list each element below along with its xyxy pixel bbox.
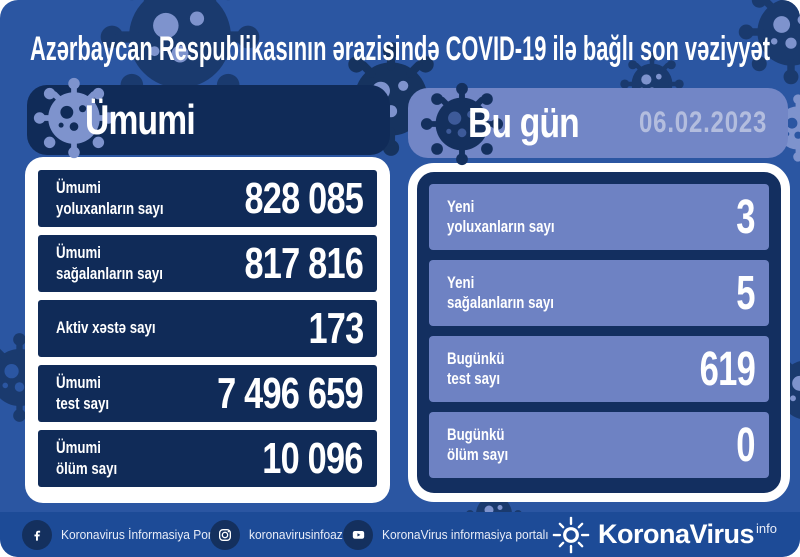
stat-row-new-recovered: Yeni sağalanların sayı 5 bbox=[429, 260, 769, 326]
stat-label: Ümumi test sayı bbox=[56, 373, 109, 413]
stat-value: 817 816 bbox=[244, 238, 363, 288]
stat-row-total-infected: Ümumi yoluxanların sayı 828 085 bbox=[38, 170, 377, 227]
stat-label-line1: Bugünkü bbox=[447, 424, 505, 444]
stat-label-line1: Ümumi bbox=[56, 243, 101, 263]
stat-label: Yeni sağalanların sayı bbox=[447, 273, 554, 313]
stat-label-line1: Yeni bbox=[447, 196, 475, 216]
stat-label: Ümumi ölüm sayı bbox=[56, 438, 117, 478]
right-panel-header: Bu gün 06.02.2023 bbox=[408, 88, 788, 158]
stat-row-total-tests: Ümumi test sayı 7 496 659 bbox=[38, 365, 377, 422]
stat-label-line2: sağalanların sayı bbox=[56, 263, 163, 283]
stat-label-line2: yoluxanların sayı bbox=[447, 217, 555, 236]
stat-label-line2: ölüm sayı bbox=[56, 458, 118, 478]
report-date: 06.02.2023 bbox=[638, 106, 767, 139]
logo-text: KoronaVirus info bbox=[598, 519, 777, 550]
stat-row-active-cases: Aktiv xəstə sayı 173 bbox=[38, 300, 377, 357]
stat-value: 619 bbox=[699, 342, 755, 396]
instagram-link[interactable]: koronavirusinfoaz bbox=[210, 512, 351, 557]
logo-main: KoronaVirus bbox=[598, 519, 755, 549]
stat-label: Yeni yoluxanların sayı bbox=[447, 197, 555, 237]
stat-label-line1: Yeni bbox=[447, 272, 475, 292]
banner: Azərbaycan Respublikasının ərazisində CO… bbox=[30, 30, 770, 68]
youtube-icon bbox=[343, 519, 373, 550]
stat-value: 828 085 bbox=[244, 173, 363, 223]
stat-row-today-tests: Bugünkü test sayı 619 bbox=[429, 336, 769, 402]
stat-row-total-recovered: Ümumi sağalanların sayı 817 816 bbox=[38, 235, 377, 292]
left-panel-title: Ümumi bbox=[85, 96, 196, 143]
stat-label-line2: test sayı bbox=[56, 393, 110, 413]
left-panel-header: Ümumi bbox=[27, 85, 390, 155]
koronavirus-info-logo[interactable]: KoronaVirus info bbox=[552, 512, 777, 557]
banner-title: Azərbaycan Respublikasının ərazisində CO… bbox=[30, 30, 770, 68]
stat-label-line1: Ümumi bbox=[56, 373, 101, 393]
stat-value: 7 496 659 bbox=[217, 368, 363, 418]
instagram-label: koronavirusinfoaz bbox=[249, 527, 343, 542]
stat-label-line2: test sayı bbox=[447, 369, 501, 388]
stat-label-line1: Ümumi bbox=[56, 438, 101, 458]
youtube-label: KoronaVirus informasiya portalı bbox=[382, 527, 549, 542]
stat-value: 0 bbox=[736, 418, 755, 472]
stat-row-today-deaths: Bugünkü ölüm sayı 0 bbox=[429, 412, 769, 478]
facebook-link[interactable]: Koronavirus İnformasiya Portalı bbox=[22, 512, 242, 557]
footer: Koronavirus İnformasiya Portalı koronavi… bbox=[0, 512, 800, 557]
right-panel-title: Bu gün bbox=[468, 99, 580, 146]
stat-value: 3 bbox=[736, 190, 755, 244]
stat-label-line1: Bugünkü bbox=[447, 348, 505, 368]
stat-value: 10 096 bbox=[262, 433, 364, 483]
stat-label-line2: ölüm sayı bbox=[447, 445, 509, 464]
stat-label-line2: sağalanların sayı bbox=[447, 293, 554, 312]
stat-label: Ümumi yoluxanların sayı bbox=[56, 178, 164, 218]
virus-logo-icon bbox=[552, 516, 590, 553]
stat-label-line1: Ümumi bbox=[56, 178, 101, 198]
stat-label-line2: yoluxanların sayı bbox=[56, 198, 164, 218]
stat-value: 173 bbox=[308, 303, 364, 353]
right-panel: Yeni yoluxanların sayı 3 Yeni sağalanlar… bbox=[408, 163, 790, 502]
stat-row-total-deaths: Ümumi ölüm sayı 10 096 bbox=[38, 430, 377, 487]
stat-label: Aktiv xəstə sayı bbox=[56, 318, 156, 338]
facebook-icon bbox=[22, 519, 52, 550]
left-panel: Ümumi yoluxanların sayı 828 085 Ümumi sa… bbox=[25, 157, 390, 503]
instagram-icon bbox=[210, 519, 240, 550]
stat-label: Ümumi sağalanların sayı bbox=[56, 243, 163, 283]
facebook-label: Koronavirus İnformasiya Portalı bbox=[61, 527, 228, 542]
stat-row-new-infected: Yeni yoluxanların sayı 3 bbox=[429, 184, 769, 250]
stat-label: Bugünkü test sayı bbox=[447, 349, 504, 389]
stat-label-line1: Aktiv xəstə sayı bbox=[56, 318, 156, 338]
stat-value: 5 bbox=[736, 266, 755, 320]
stat-label: Bugünkü ölüm sayı bbox=[447, 425, 508, 465]
youtube-link[interactable]: KoronaVirus informasiya portalı bbox=[343, 512, 563, 557]
logo-suffix: info bbox=[756, 521, 778, 536]
